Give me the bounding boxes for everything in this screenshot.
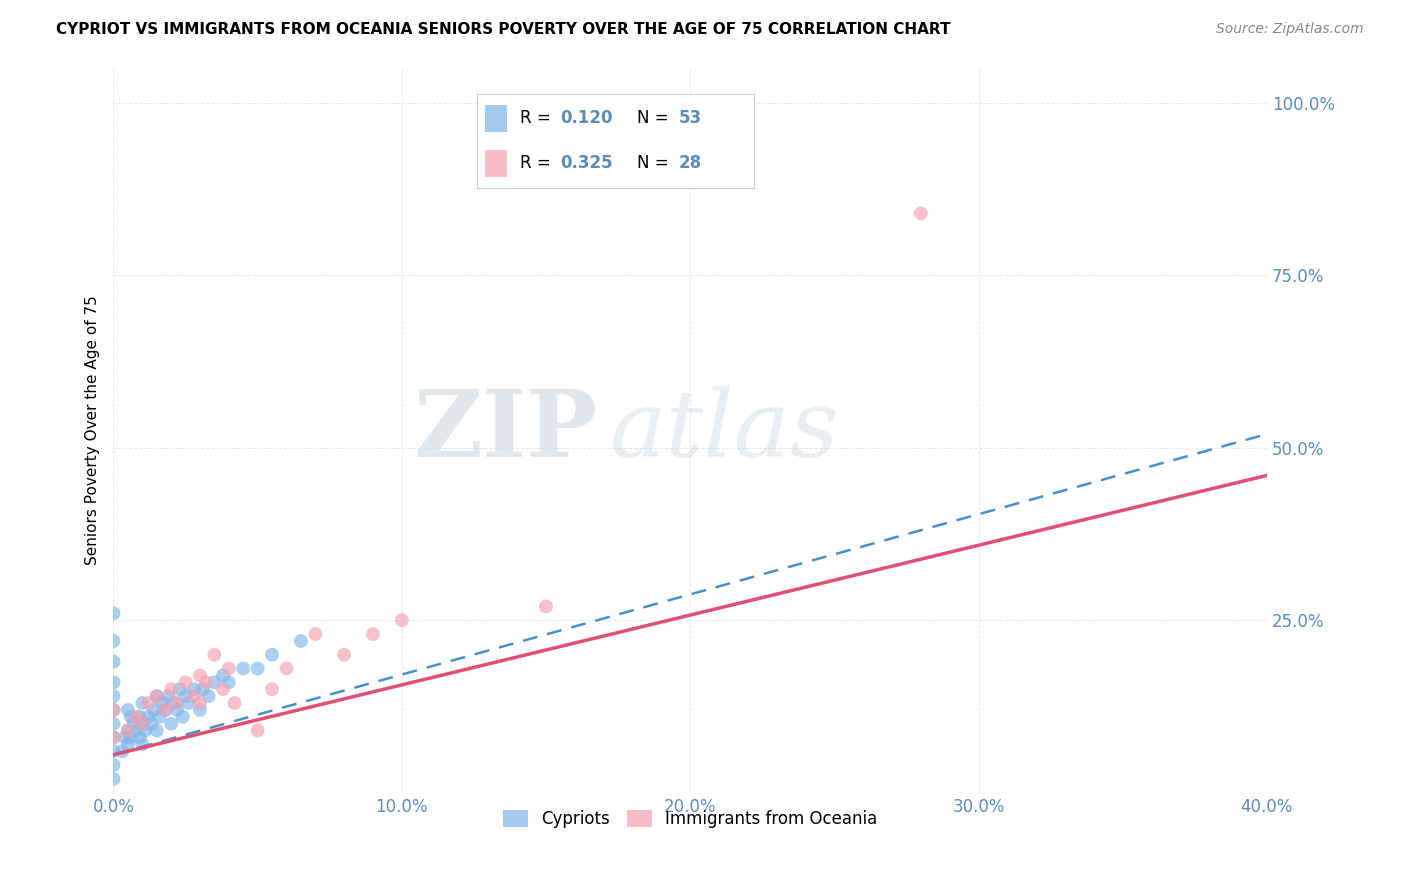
Point [103, 772, 125, 786]
Text: atlas: atlas [609, 385, 839, 475]
Point [391, 613, 413, 627]
Point [304, 627, 326, 641]
Point [333, 648, 356, 662]
Y-axis label: Seniors Poverty Over the Age of 75: Seniors Poverty Over the Age of 75 [86, 296, 100, 566]
Point [114, 731, 136, 745]
Point [145, 689, 167, 703]
Point [155, 703, 177, 717]
Text: Source: ZipAtlas.com: Source: ZipAtlas.com [1216, 22, 1364, 37]
Point [120, 710, 142, 724]
Point [103, 703, 125, 717]
Point [103, 744, 125, 758]
Point [232, 661, 254, 675]
Point [117, 723, 139, 738]
Point [361, 627, 384, 641]
Point [191, 682, 214, 697]
Point [169, 682, 191, 697]
Point [131, 716, 153, 731]
Point [246, 723, 269, 738]
Point [172, 710, 194, 724]
Point [183, 689, 205, 703]
Point [149, 710, 172, 724]
Point [103, 634, 125, 648]
Point [163, 696, 186, 710]
Point [103, 655, 125, 669]
Point [174, 675, 197, 690]
Point [166, 703, 188, 717]
Point [103, 758, 125, 772]
Point [183, 682, 205, 697]
Point [160, 716, 183, 731]
Point [160, 682, 183, 697]
Point [177, 696, 200, 710]
Point [103, 703, 125, 717]
Point [117, 738, 139, 752]
Point [188, 668, 211, 682]
Point [103, 716, 125, 731]
Point [188, 696, 211, 710]
Point [131, 696, 153, 710]
Point [194, 675, 217, 690]
Point [103, 675, 125, 690]
Point [131, 738, 153, 752]
Point [145, 723, 167, 738]
Point [246, 661, 269, 675]
Legend: Cypriots, Immigrants from Oceania: Cypriots, Immigrants from Oceania [496, 804, 884, 835]
Point [125, 723, 148, 738]
Point [262, 682, 284, 697]
Point [262, 648, 284, 662]
Point [197, 689, 219, 703]
Point [128, 710, 150, 724]
Point [134, 723, 156, 738]
Point [128, 731, 150, 745]
Point [204, 648, 226, 662]
Point [276, 661, 298, 675]
Point [111, 744, 134, 758]
Point [103, 731, 125, 745]
Point [145, 689, 167, 703]
Point [103, 731, 125, 745]
Point [155, 703, 177, 717]
Point [103, 689, 125, 703]
Point [117, 723, 139, 738]
Point [136, 696, 159, 710]
Text: CYPRIOT VS IMMIGRANTS FROM OCEANIA SENIORS POVERTY OVER THE AGE OF 75 CORRELATIO: CYPRIOT VS IMMIGRANTS FROM OCEANIA SENIO… [56, 22, 950, 37]
Point [212, 682, 235, 697]
Point [117, 703, 139, 717]
Point [120, 731, 142, 745]
Point [188, 703, 211, 717]
Point [122, 716, 145, 731]
Point [152, 696, 174, 710]
Point [174, 689, 197, 703]
Point [218, 661, 240, 675]
Point [139, 716, 162, 731]
Point [157, 689, 180, 703]
Point [166, 696, 188, 710]
Point [224, 696, 246, 710]
Point [534, 599, 557, 614]
Point [136, 710, 159, 724]
Point [218, 675, 240, 690]
Point [125, 710, 148, 724]
Point [204, 675, 226, 690]
Point [131, 716, 153, 731]
Point [212, 668, 235, 682]
Point [910, 206, 932, 220]
Text: ZIP: ZIP [413, 385, 598, 475]
Point [290, 634, 312, 648]
Point [103, 607, 125, 621]
Point [142, 703, 165, 717]
